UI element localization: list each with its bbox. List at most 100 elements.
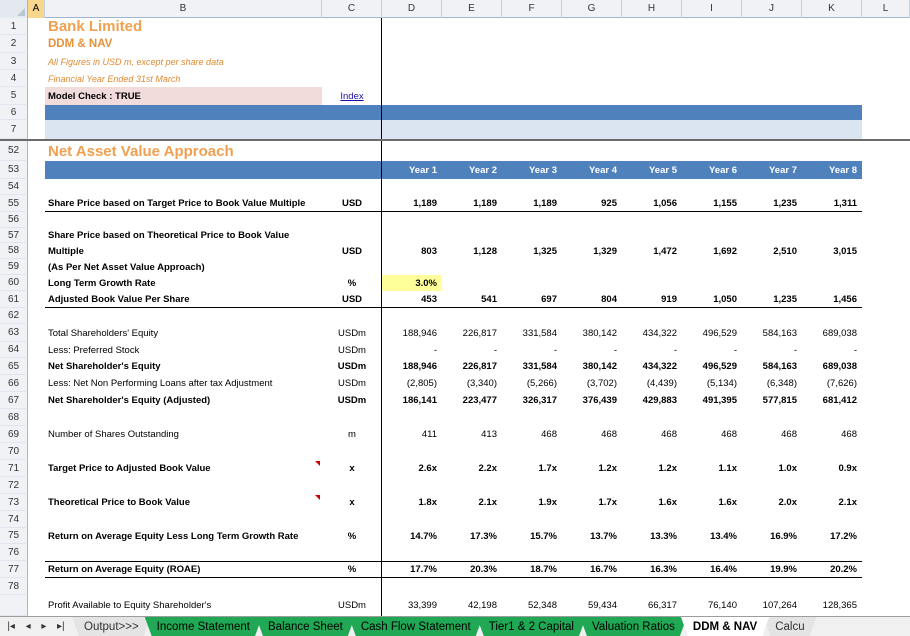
cell-h[interactable] xyxy=(622,141,682,161)
cell-j[interactable] xyxy=(742,18,802,35)
cell-h[interactable] xyxy=(622,70,682,87)
cell-d[interactable] xyxy=(382,35,442,53)
cell-g[interactable] xyxy=(562,228,622,243)
row-header[interactable] xyxy=(0,595,28,616)
cell-j[interactable]: Year 7 xyxy=(742,161,802,179)
cell-a[interactable] xyxy=(28,53,45,70)
cell-c[interactable]: % xyxy=(322,528,382,544)
cell-j[interactable] xyxy=(742,70,802,87)
cell-k[interactable] xyxy=(802,120,862,139)
cell-d[interactable]: 2.6x xyxy=(382,460,442,477)
cell-b[interactable] xyxy=(45,308,322,324)
row-header[interactable]: 55 xyxy=(0,195,28,212)
cell-e[interactable] xyxy=(442,179,502,195)
cell-f[interactable] xyxy=(502,70,562,87)
cell-c[interactable] xyxy=(322,443,382,460)
cell-c[interactable] xyxy=(322,578,382,595)
cell-h[interactable]: 919 xyxy=(622,291,682,308)
cell-d[interactable] xyxy=(382,179,442,195)
cell-b[interactable]: Total Shareholders' Equity xyxy=(45,324,322,342)
cell-h[interactable] xyxy=(622,18,682,35)
cell-h[interactable] xyxy=(622,477,682,494)
cell-g[interactable] xyxy=(562,443,622,460)
row-header[interactable]: 61 xyxy=(0,291,28,308)
cell-k[interactable] xyxy=(802,443,862,460)
cell-b[interactable]: Long Term Growth Rate xyxy=(45,275,322,291)
cell-k[interactable] xyxy=(802,18,862,35)
cell-l[interactable] xyxy=(862,358,910,375)
cell-f[interactable] xyxy=(502,544,562,561)
cell-e[interactable]: 1,128 xyxy=(442,243,502,259)
cell-j[interactable]: - xyxy=(742,342,802,358)
cell-g[interactable]: - xyxy=(562,342,622,358)
cell-d[interactable]: 1.8x xyxy=(382,494,442,511)
cell-b[interactable]: Share Price based on Theoretical Price t… xyxy=(45,228,322,243)
cell-e[interactable] xyxy=(442,477,502,494)
cell-c[interactable] xyxy=(322,53,382,70)
cell-g[interactable] xyxy=(562,179,622,195)
cell-k[interactable] xyxy=(802,511,862,528)
cell-h[interactable] xyxy=(622,228,682,243)
cell-d[interactable] xyxy=(382,18,442,35)
cell-a[interactable] xyxy=(28,426,45,443)
col-header-h[interactable]: H xyxy=(622,0,682,18)
cell-b[interactable] xyxy=(45,544,322,561)
cell-d[interactable]: 453 xyxy=(382,291,442,308)
cell-i[interactable]: 1,155 xyxy=(682,195,742,212)
cell-d[interactable] xyxy=(382,511,442,528)
cell-a[interactable] xyxy=(28,275,45,291)
col-header-j[interactable]: J xyxy=(742,0,802,18)
cell-c[interactable] xyxy=(322,120,382,139)
cell-c[interactable]: USDm xyxy=(322,342,382,358)
cell-b[interactable] xyxy=(45,477,322,494)
cell-d[interactable] xyxy=(382,53,442,70)
cell-d[interactable]: 14.7% xyxy=(382,528,442,544)
cell-c[interactable] xyxy=(322,259,382,275)
cell-b[interactable]: Less: Preferred Stock xyxy=(45,342,322,358)
cell-f[interactable] xyxy=(502,228,562,243)
cell-a[interactable] xyxy=(28,291,45,308)
cell-h[interactable]: Year 5 xyxy=(622,161,682,179)
cell-k[interactable] xyxy=(802,141,862,161)
row-header[interactable]: 77 xyxy=(0,561,28,578)
cell-j[interactable] xyxy=(742,35,802,53)
cell-j[interactable]: 107,264 xyxy=(742,595,802,616)
row-header[interactable]: 64 xyxy=(0,342,28,358)
cell-d[interactable] xyxy=(382,141,442,161)
row-header[interactable]: 72 xyxy=(0,477,28,494)
cell-a[interactable] xyxy=(28,243,45,259)
cell-h[interactable]: 13.3% xyxy=(622,528,682,544)
cell-b[interactable]: Bank Limited xyxy=(45,18,322,35)
row-header[interactable]: 59 xyxy=(0,259,28,275)
cell-j[interactable] xyxy=(742,120,802,139)
cell-b[interactable]: Financial Year Ended 31st March xyxy=(45,70,322,87)
cell-e[interactable] xyxy=(442,120,502,139)
cell-d[interactable]: 188,946 xyxy=(382,358,442,375)
cell-h[interactable] xyxy=(622,308,682,324)
cell-f[interactable]: 1,325 xyxy=(502,243,562,259)
cell-a[interactable] xyxy=(28,70,45,87)
cell-f[interactable] xyxy=(502,275,562,291)
cell-f[interactable] xyxy=(502,308,562,324)
row-header[interactable]: 71 xyxy=(0,460,28,477)
cell-c[interactable]: % xyxy=(322,561,382,578)
row-header[interactable]: 60 xyxy=(0,275,28,291)
cell-k[interactable] xyxy=(802,179,862,195)
cell-e[interactable] xyxy=(442,105,502,120)
cell-a[interactable] xyxy=(28,324,45,342)
cell-h[interactable]: 468 xyxy=(622,426,682,443)
cell-l[interactable] xyxy=(862,87,910,105)
cell-l[interactable] xyxy=(862,212,910,228)
cell-d[interactable]: (2,805) xyxy=(382,375,442,392)
cell-h[interactable]: 434,322 xyxy=(622,358,682,375)
cell-g[interactable] xyxy=(562,259,622,275)
cell-a[interactable] xyxy=(28,511,45,528)
row-header[interactable]: 74 xyxy=(0,511,28,528)
cell-e[interactable]: 2.2x xyxy=(442,460,502,477)
cell-g[interactable] xyxy=(562,308,622,324)
cell-a[interactable] xyxy=(28,195,45,212)
cell-l[interactable] xyxy=(862,35,910,53)
row-header[interactable]: 56 xyxy=(0,212,28,228)
cell-l[interactable] xyxy=(862,291,910,308)
row-header[interactable]: 68 xyxy=(0,409,28,426)
